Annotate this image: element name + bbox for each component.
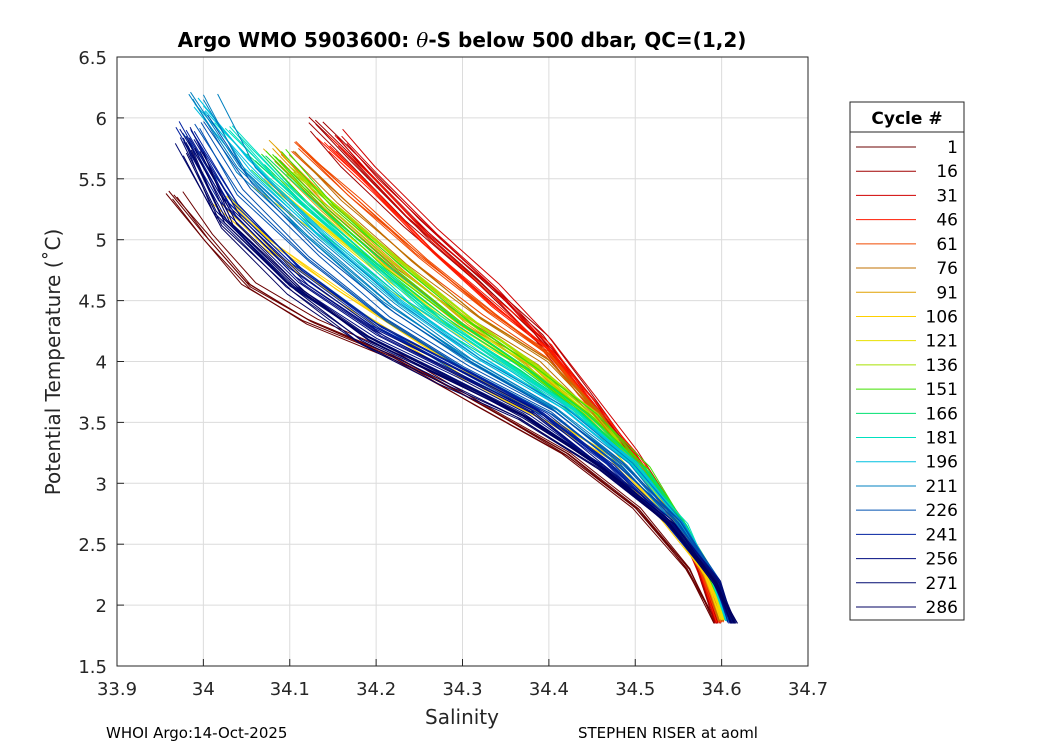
x-tick-label-1: 34 bbox=[192, 679, 215, 700]
legend-label-166: 166 bbox=[926, 404, 958, 424]
legend-label-16: 16 bbox=[936, 162, 958, 182]
profile-286-4 bbox=[185, 152, 738, 624]
legend-label-196: 196 bbox=[926, 453, 958, 473]
legend-label-46: 46 bbox=[936, 211, 958, 231]
footer-right-text: STEPHEN RISER at aoml bbox=[578, 724, 758, 742]
x-axis-label: Salinity bbox=[425, 705, 499, 729]
y-tick-label-5: 4 bbox=[96, 353, 107, 374]
x-tick-label-4: 34.3 bbox=[442, 679, 482, 700]
legend-label-91: 91 bbox=[936, 283, 958, 303]
y-tick-label-0: 1.5 bbox=[78, 657, 107, 678]
y-tick-label-10: 6.5 bbox=[78, 48, 107, 69]
legend-title: Cycle # bbox=[871, 109, 942, 129]
legend-box bbox=[849, 101, 965, 621]
y-axis-label: Potential Temperature (˚C) bbox=[41, 229, 65, 496]
y-tick-label-1: 2 bbox=[96, 596, 107, 617]
legend-label-106: 106 bbox=[926, 307, 958, 327]
chart-title: Argo WMO 5903600: θ-S below 500 dbar, QC… bbox=[178, 28, 747, 52]
legend-label-286: 286 bbox=[926, 598, 958, 618]
y-tick-label-4: 3.5 bbox=[78, 413, 107, 434]
x-tick-label-5: 34.4 bbox=[529, 679, 569, 700]
profile-256-4 bbox=[189, 126, 731, 624]
legend-label-1: 1 bbox=[947, 138, 958, 158]
legend-label-136: 136 bbox=[926, 356, 958, 376]
profile-286-3 bbox=[190, 149, 738, 624]
legend-label-61: 61 bbox=[936, 235, 958, 255]
legend: Cycle # 11631466176911061211361511661811… bbox=[849, 101, 965, 621]
series-286 bbox=[182, 148, 738, 624]
y-tick-label-3: 3 bbox=[96, 474, 107, 495]
legend-entries: 1 16 31 46 61 76 91 106 121 136 151 166 181 196 211 226… bbox=[856, 138, 958, 618]
x-tick-label-0: 33.9 bbox=[97, 679, 137, 700]
y-tick-label-2: 2.5 bbox=[78, 535, 107, 556]
x-axis: 33.9 34 34.1 34.2 34.3 34.4 34.5 34.6 34.7 bbox=[97, 659, 828, 700]
x-tick-label-8: 34.7 bbox=[788, 679, 828, 700]
y-tick-label-8: 5.5 bbox=[78, 170, 107, 191]
x-tick-label-2: 34.1 bbox=[270, 679, 310, 700]
legend-label-241: 241 bbox=[926, 525, 958, 545]
legend-label-76: 76 bbox=[936, 259, 958, 279]
legend-label-271: 271 bbox=[926, 574, 958, 594]
profile-226-4 bbox=[203, 121, 731, 623]
series-layer bbox=[165, 91, 738, 624]
x-tick-label-7: 34.6 bbox=[702, 679, 742, 700]
y-tick-label-7: 5 bbox=[96, 231, 107, 252]
profile-286-5 bbox=[202, 151, 735, 624]
profile-226-3 bbox=[200, 122, 734, 623]
x-tick-label-3: 34.2 bbox=[356, 679, 396, 700]
legend-label-256: 256 bbox=[926, 550, 958, 570]
legend-label-226: 226 bbox=[926, 501, 958, 521]
profile-1-5 bbox=[172, 198, 715, 624]
legend-label-121: 121 bbox=[926, 332, 958, 352]
legend-label-211: 211 bbox=[926, 477, 958, 497]
profile-226-1 bbox=[207, 114, 728, 623]
legend-label-181: 181 bbox=[926, 429, 958, 449]
y-tick-label-9: 6 bbox=[96, 109, 107, 130]
y-tick-label-6: 4.5 bbox=[78, 292, 107, 313]
legend-label-151: 151 bbox=[926, 380, 958, 400]
footer-left-text: WHOI Argo:14-Oct-2025 bbox=[106, 724, 288, 742]
legend-label-31: 31 bbox=[936, 186, 958, 206]
profile-1-4 bbox=[182, 191, 716, 624]
y-axis: 1.5 2 2.5 3 3.5 4 4.5 5 5.5 6 6.5 bbox=[78, 48, 124, 678]
x-tick-label-6: 34.5 bbox=[615, 679, 655, 700]
